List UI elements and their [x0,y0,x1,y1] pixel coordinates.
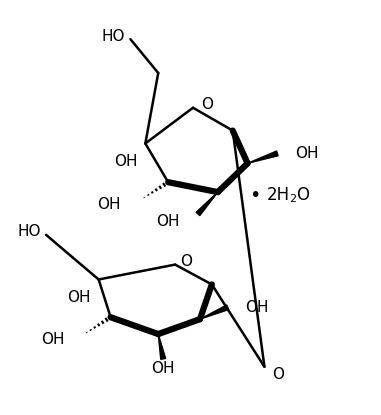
Text: O: O [272,367,284,382]
Text: HO: HO [102,29,125,44]
Polygon shape [196,192,218,216]
Polygon shape [200,305,229,319]
Text: 2H: 2H [266,186,290,204]
Polygon shape [158,334,166,359]
Text: OH: OH [246,300,269,315]
Text: OH: OH [97,197,120,212]
Text: OH: OH [114,154,138,169]
Text: OH: OH [295,146,319,161]
Text: O: O [201,97,213,112]
Text: O: O [180,254,192,269]
Text: OH: OH [152,361,175,376]
Polygon shape [248,151,278,164]
Text: OH: OH [157,215,180,229]
Text: OH: OH [42,332,65,347]
Text: HO: HO [18,225,41,239]
Text: 2: 2 [289,194,296,204]
Text: O: O [296,186,309,204]
Text: OH: OH [67,290,91,305]
Text: •: • [249,186,260,205]
